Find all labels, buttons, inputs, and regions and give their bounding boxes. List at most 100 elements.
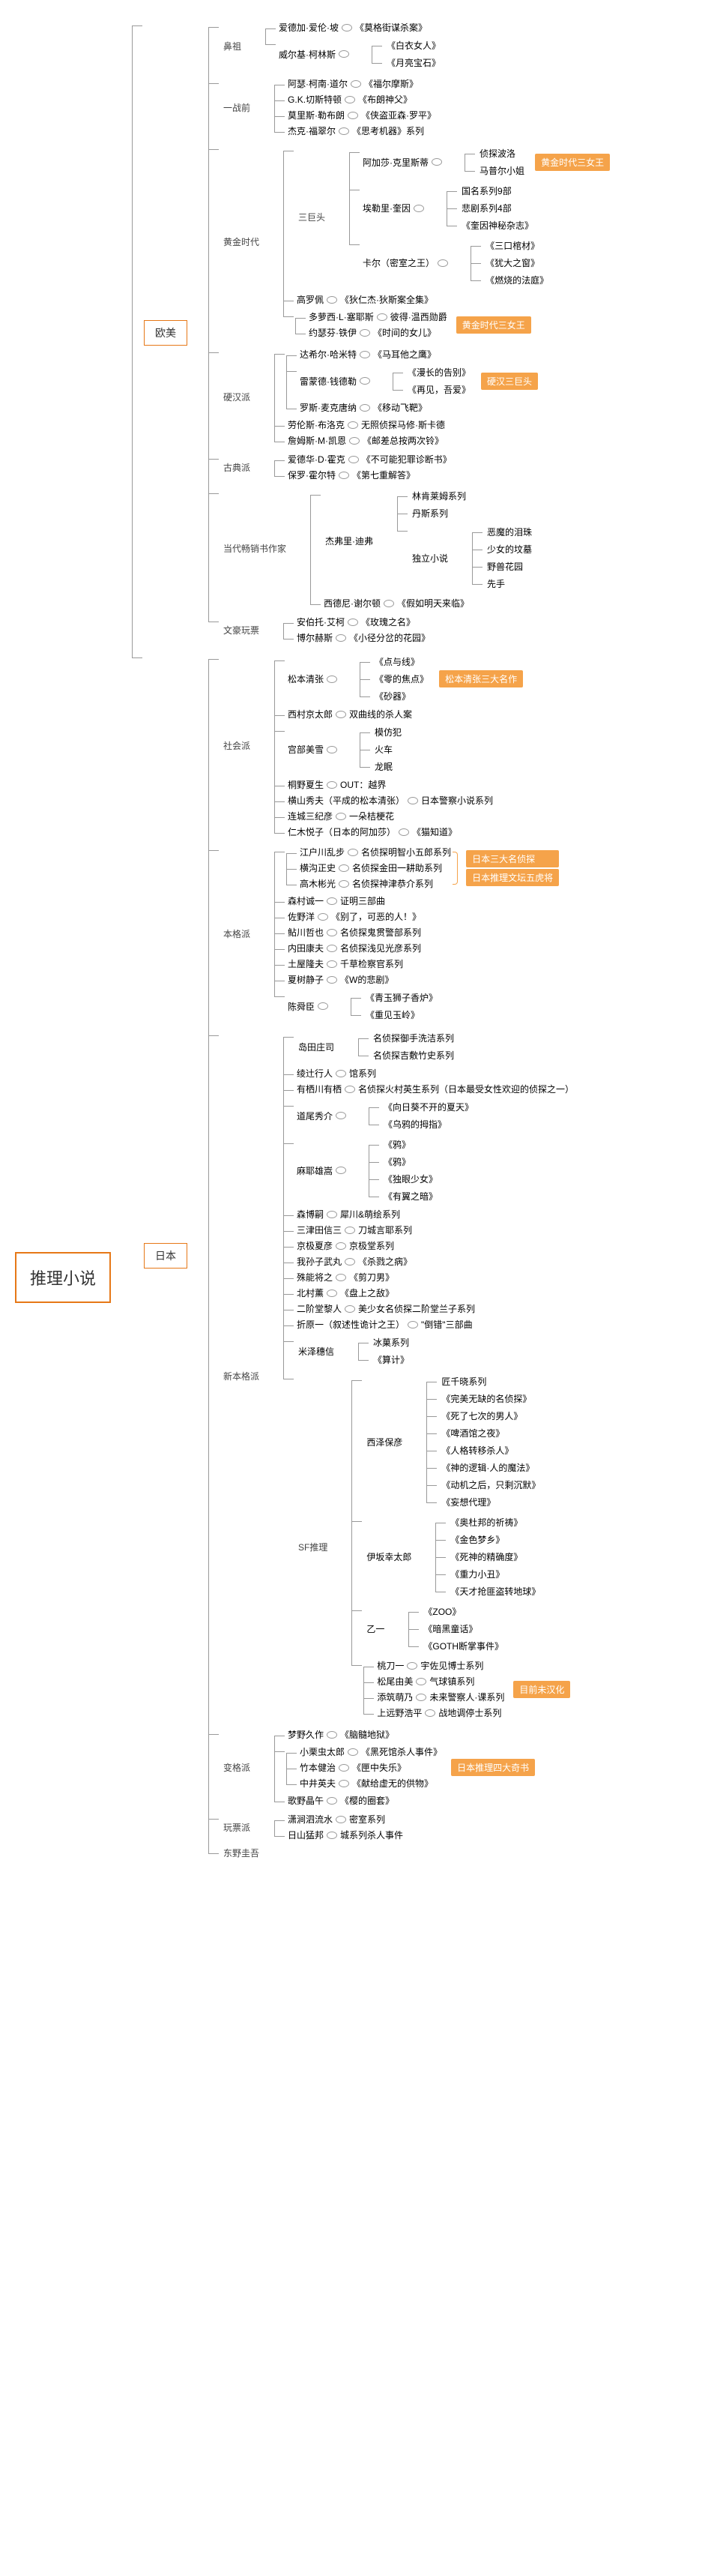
work: 《有翼之暗》 (381, 1189, 441, 1203)
leaf: 卡尔（密室之王） (361, 256, 450, 269)
leaf: 麻耶雄嵩 (295, 1164, 348, 1177)
work: 《再见，吾爱》 (405, 382, 474, 397)
branch-big3: 三巨头 (295, 210, 328, 224)
leaf: 保罗·霍尔特《第七重解答》 (286, 469, 417, 481)
work: 《零的焦点》 (372, 672, 432, 686)
leaf: 森博嗣犀川&萌绘系列 (295, 1208, 402, 1221)
work: 《啤酒馆之夜》 (438, 1426, 507, 1440)
work: 《ZOO》 (420, 1604, 464, 1619)
work: 侦探波洛 (477, 146, 518, 160)
leaf: 雷蒙德·钱德勒 (298, 375, 372, 388)
leaf: 佐野洋《别了，可恶的人！》 (286, 910, 423, 923)
work: 《向日葵不开的夏天》 (381, 1100, 477, 1114)
tag-golden-queens: 黄金时代三女王 (535, 154, 610, 171)
mindmap-tree: 推理小说 欧美 鼻祖 爱德加·爱伦·坡《莫格街谋杀案》 威尔基·柯林斯 (15, 15, 726, 1865)
leaf: 威尔基·柯林斯 (277, 48, 351, 61)
tag-group: 日本三大名侦探 日本推理文坛五虎将 (453, 850, 559, 886)
leaf: 横沟正史名侦探金田一耕助系列 (298, 861, 444, 874)
leaf: 道尾秀介 (295, 1110, 348, 1122)
branch: 独立小说 (409, 551, 451, 565)
leaf: 博尔赫斯《小径分岔的花园》 (295, 631, 432, 644)
work: 《乌鸦的拇指》 (381, 1117, 450, 1131)
leaf: 西村京太郎双曲线的杀人案 (286, 708, 414, 720)
work: 冰菓系列 (370, 1335, 412, 1349)
work: 《动机之后，只剩沉默》 (438, 1478, 543, 1492)
branch-golden: 黄金时代 (220, 235, 262, 249)
leaf: 夏树静子《W的悲剧》 (286, 973, 395, 986)
author: 西泽保彦 (363, 1435, 405, 1449)
branch-higashino: 东野圭吾 (220, 1846, 262, 1860)
work: 名侦探御手洗洁系列 (370, 1031, 457, 1045)
work: 《犹大之窗》 (483, 256, 542, 270)
work: 名侦探吉敷竹史系列 (370, 1048, 457, 1062)
work: 先手 (484, 577, 508, 591)
leaf: 约瑟芬·铁伊《时间的女儿》 (307, 326, 438, 339)
leaf: 松本清张 (286, 672, 339, 685)
root-node: 推理小说 (15, 1252, 111, 1303)
leaf: 埃勒里·奎因 (361, 202, 426, 214)
leaf: 松尾由美气球镇系列 (375, 1675, 476, 1688)
work: 《妄想代理》 (438, 1495, 498, 1509)
work: 《完美无缺的名侦探》 (438, 1391, 534, 1406)
branch-sf: SF推理 (295, 1540, 330, 1554)
work: 丹斯系列 (409, 506, 451, 520)
author: 岛田庄司 (295, 1040, 337, 1054)
work: 《鸦》 (381, 1155, 414, 1169)
leaf: 达希尔·哈米特《马耳他之鹰》 (298, 348, 438, 361)
branch-yumei: 玩票派 (220, 1820, 253, 1835)
leaf: 竹本健治《匣中失乐》 (298, 1761, 408, 1774)
leaf: 高木彬光名侦探神津恭介系列 (298, 877, 435, 890)
leaf: 江户川乱步名侦探明智小五郎系列 (298, 846, 453, 858)
leaf: 爱德华·D·霍克《不可能犯罪诊断书》 (286, 453, 453, 466)
leaf: 詹姆斯·M·凯恩《邮差总按两次铃》 (286, 434, 445, 447)
tag-four-wonders: 日本推理四大奇书 (451, 1759, 535, 1776)
leaf: 日山猛邦城系列杀人事件 (286, 1829, 405, 1841)
tag-five-tigers: 日本推理文坛五虎将 (466, 869, 559, 886)
work: 《金色梦乡》 (447, 1532, 507, 1547)
leaf: 桃刀一宇佐见博士系列 (375, 1659, 485, 1672)
work: 《点与线》 (372, 654, 423, 669)
branch-honkaku: 本格派 (220, 927, 253, 941)
work: 野兽花园 (484, 559, 526, 574)
leaf: 桐野夏生OUT：越界 (286, 778, 387, 791)
leaf: 北村薰《盘上之敌》 (295, 1287, 396, 1299)
leaf: 中井英夫《献给虚无的供物》 (298, 1777, 435, 1790)
leaf: 多萝西·L·塞耶斯彼得·温西勋爵 (307, 310, 449, 323)
leaf: 二阶堂黎人美少女名侦探二阶堂兰子系列 (295, 1302, 477, 1315)
leaf: 连城三纪彦一朵桔梗花 (286, 810, 396, 822)
branch-henkaku: 变格派 (220, 1760, 253, 1775)
work: 《奥杜邦的祈祷》 (447, 1515, 525, 1529)
leaf: 杰克·福翠尔《思考机器》系列 (286, 124, 426, 137)
leaf: 潇涧泗流水密室系列 (286, 1813, 387, 1826)
region-japan: 日本 (144, 1243, 187, 1269)
branch-prewar: 一战前 (220, 100, 253, 115)
leaf: 上远野浩平战地调停士系列 (375, 1706, 503, 1719)
branch-social: 社会派 (220, 738, 253, 753)
leaf: 添筑萌乃未来警察人·课系列 (375, 1691, 506, 1703)
work: 《人格转移杀人》 (438, 1443, 516, 1457)
work: 《月亮宝石》 (384, 55, 444, 70)
work: 《砂器》 (372, 689, 414, 703)
author: 乙一 (363, 1622, 387, 1636)
work: 少女的坟墓 (484, 542, 535, 556)
author: 米泽穗信 (295, 1344, 337, 1358)
work: 《漫长的告别》 (405, 365, 474, 379)
work: 《白衣女人》 (384, 38, 444, 52)
leaf: 阿加莎·克里斯蒂 (361, 156, 444, 169)
leaf: 爱德加·爱伦·坡《莫格街谋杀案》 (277, 21, 429, 34)
leaf: 仁木悦子（日本的阿加莎）《猫知道》 (286, 825, 459, 838)
leaf: 殊能将之《剪刀男》 (295, 1271, 396, 1284)
leaf: 阿瑟·柯南·道尔《福尔摩斯》 (286, 77, 420, 90)
work: 马普尔小姐 (477, 163, 527, 178)
work: 匠千晓系列 (438, 1374, 489, 1388)
work: 《重见玉岭》 (363, 1008, 423, 1022)
author: 杰弗里·迪弗 (322, 534, 376, 548)
branch-hardboiled: 硬汉派 (220, 390, 253, 404)
work: 《死了七次的男人》 (438, 1409, 525, 1423)
work: 《算计》 (370, 1352, 412, 1367)
tag-three-detectives: 日本三大名侦探 (466, 850, 559, 867)
tag-untranslated: 目前未汉化 (513, 1681, 570, 1698)
leaf: 高罗佩《狄仁杰·狄斯案全集》 (295, 293, 435, 306)
leaf: 绫辻行人馆系列 (295, 1067, 378, 1080)
work: 《三口棺材》 (483, 238, 542, 253)
